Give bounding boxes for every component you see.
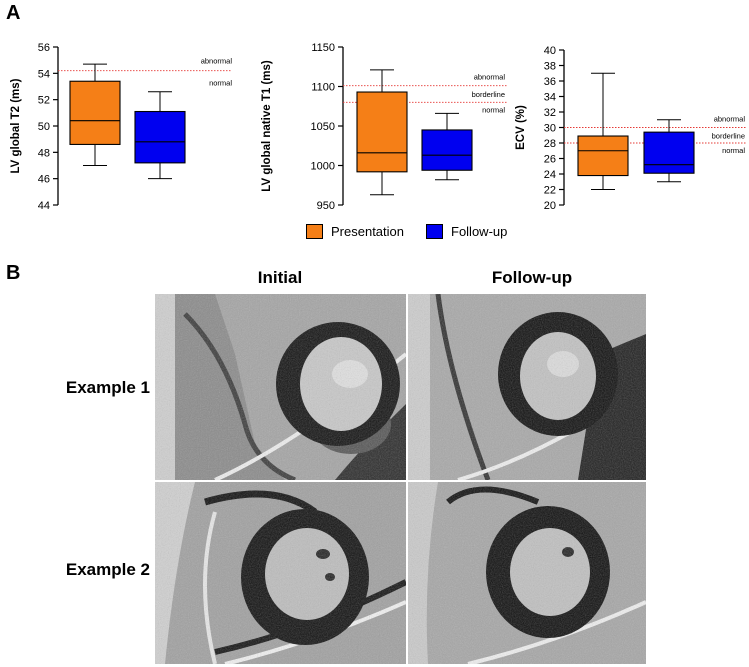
y-tick-label: 46 <box>38 174 50 186</box>
legend-swatch-follow-up <box>426 224 443 239</box>
t1-boxplot: 950 1000 1050 1100 1150 LV global native T1 (… <box>261 42 507 212</box>
column-header-initial: Initial <box>257 268 303 287</box>
box-presentation <box>577 72 629 190</box>
box-follow-up <box>134 91 186 180</box>
y-tick-label: 1150 <box>311 42 335 54</box>
panel-b-label: B <box>6 262 21 284</box>
y-tick-label: 1100 <box>311 82 335 94</box>
y-axis-label: ECV (%) <box>515 105 527 150</box>
legend-swatch-presentation <box>306 224 323 239</box>
row-label-example-1: Example 1 <box>65 378 150 397</box>
y-tick-label: 32 <box>544 107 556 119</box>
y-tick-label: 54 <box>38 68 50 80</box>
threshold-annotation: borderline <box>712 131 745 140</box>
iqr-box <box>134 110 186 164</box>
iqr-box <box>643 131 695 174</box>
mri-example-2-follow-up <box>408 482 646 664</box>
y-tick-label: 950 <box>317 200 335 212</box>
threshold-annotation: abnormal <box>474 73 506 82</box>
legend-label-presentation: Presentation <box>331 224 404 239</box>
y-tick-label: 20 <box>544 200 556 212</box>
iqr-box <box>69 80 121 145</box>
threshold-annotation: normal <box>209 79 232 88</box>
iqr-box <box>356 91 408 173</box>
y-tick-label: 1000 <box>311 161 335 173</box>
box-presentation <box>69 63 121 166</box>
legend-label-follow-up: Follow-up <box>451 224 508 239</box>
y-tick-label: 30 <box>544 123 556 135</box>
y-tick-label: 56 <box>38 42 50 54</box>
threshold-annotation: abnormal <box>714 115 746 124</box>
y-axis-label: LV global T2 (ms) <box>10 78 22 173</box>
y-tick-label: 36 <box>544 76 556 88</box>
y-axis-label: LV global native T1 (ms) <box>261 60 273 192</box>
mri-example-1-follow-up <box>408 294 646 480</box>
legend: Presentation Follow-up <box>0 224 749 246</box>
iqr-box <box>577 135 629 177</box>
t2-boxplot: 44 46 48 50 52 54 56 LV global T2 (ms) abnormal n… <box>10 42 233 212</box>
threshold-annotation: abnormal <box>201 57 233 66</box>
y-tick-label: 50 <box>38 121 50 133</box>
box-follow-up <box>421 112 473 181</box>
row-label-example-2: Example 2 <box>65 560 150 579</box>
y-tick-label: 40 <box>544 45 556 57</box>
y-tick-label: 1050 <box>311 121 335 133</box>
y-tick-label: 44 <box>38 200 50 212</box>
iqr-box <box>421 129 473 171</box>
y-tick-label: 52 <box>38 95 50 107</box>
y-tick-label: 26 <box>544 154 556 166</box>
threshold-annotation: normal <box>482 105 505 114</box>
ecv-boxplot: 20 22 24 26 28 30 32 34 36 38 40 ECV (%) abnormal bor… <box>515 45 747 212</box>
panel-a-label: A <box>6 2 21 24</box>
box-follow-up <box>643 119 695 183</box>
y-tick-label: 34 <box>544 92 556 104</box>
legend-item-presentation: Presentation <box>306 224 404 239</box>
mri-example-2-initial <box>155 482 406 664</box>
threshold-annotation: normal <box>722 146 745 155</box>
mri-example-1-initial <box>155 294 406 480</box>
y-tick-label: 38 <box>544 61 556 73</box>
legend-item-follow-up: Follow-up <box>426 224 507 239</box>
column-header-follow-up: Follow-up <box>491 268 573 287</box>
box-presentation <box>356 69 408 196</box>
threshold-annotation: borderline <box>472 90 505 99</box>
y-tick-label: 22 <box>544 185 556 197</box>
y-tick-label: 24 <box>544 169 556 181</box>
y-tick-label: 28 <box>544 138 556 150</box>
y-tick-label: 48 <box>38 147 50 159</box>
